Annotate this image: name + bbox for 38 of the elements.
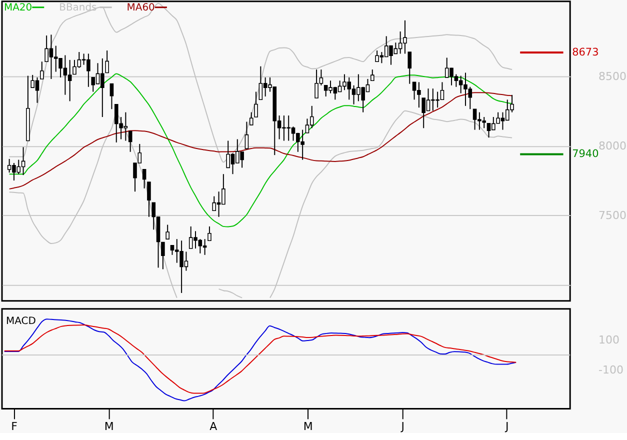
candlestick	[166, 224, 170, 240]
legend-label: MA60	[126, 2, 155, 14]
text: MACD	[6, 316, 36, 327]
line-series	[4, 318, 517, 402]
candlestick	[105, 50, 109, 74]
legend-label: MA20	[4, 2, 32, 14]
candlestick	[40, 61, 44, 80]
candlestick	[212, 196, 216, 212]
candlestick	[370, 69, 374, 82]
candlestick	[110, 83, 114, 110]
x-tick-label: J	[400, 420, 404, 434]
candlestick	[254, 91, 258, 118]
candlestick	[147, 182, 151, 218]
y-tick-label: 8500	[598, 70, 626, 83]
candlestick	[68, 59, 72, 102]
x-tick-label: J	[504, 420, 509, 434]
candlestick	[408, 52, 412, 84]
x-tick-label: F	[11, 420, 18, 434]
candlestick	[161, 242, 165, 270]
candlestick	[128, 130, 132, 152]
candlestick	[310, 105, 314, 129]
y-tick-label: 100	[598, 334, 620, 347]
candlestick	[244, 121, 249, 150]
candlestick	[202, 238, 207, 256]
ref-line-label: 7940	[572, 148, 599, 160]
y-tick-label: -100	[598, 363, 624, 376]
candlestick	[142, 168, 146, 189]
ref-line-label: 8673	[572, 46, 599, 58]
candlestick	[208, 226, 212, 242]
line-series	[4, 324, 517, 394]
legend-label: BBands	[59, 2, 97, 14]
x-tick-label: M	[104, 420, 114, 434]
y-tick-label: 7500	[598, 208, 626, 222]
x-tick-label: A	[210, 420, 218, 434]
candlestick	[249, 112, 254, 126]
x-tick-label: M	[303, 420, 313, 434]
candlestick	[258, 66, 263, 100]
y-tick-label: 8000	[598, 139, 626, 152]
